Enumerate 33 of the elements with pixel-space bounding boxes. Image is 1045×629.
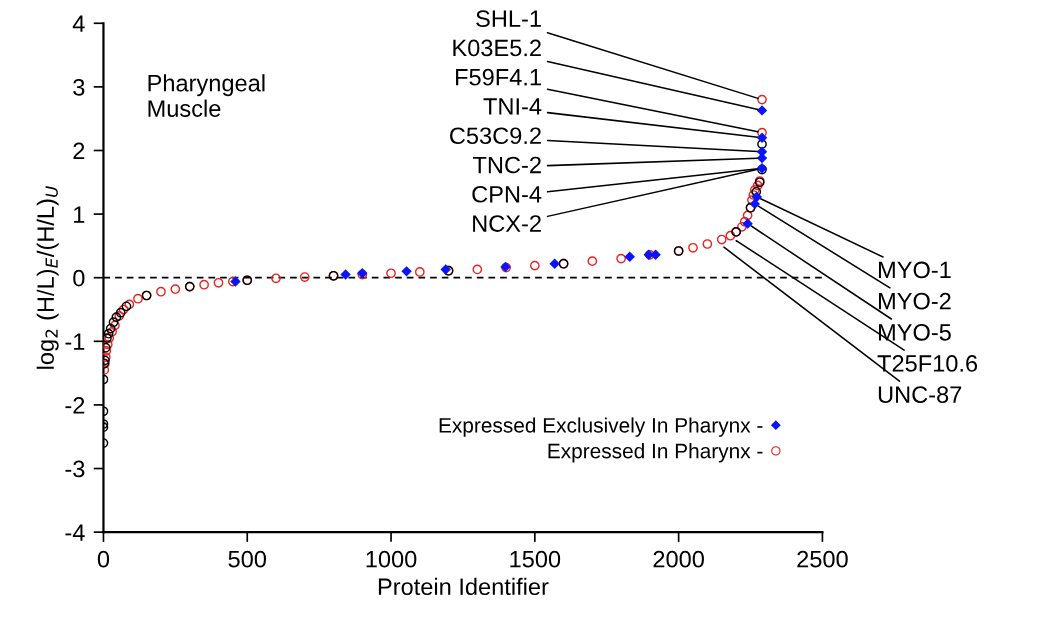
- x-tick-label: 2000: [653, 550, 704, 568]
- y-tick-label: -3: [65, 460, 85, 478]
- y-tick-label: -1: [65, 333, 85, 350]
- y-tick-label: 2: [73, 142, 85, 160]
- annotation: MYO-2: [878, 292, 951, 310]
- x-axis-title: Protein Identifier: [378, 577, 549, 596]
- annotation: K03E5.2: [453, 39, 541, 57]
- legend-label: Expressed Exclusively In Pharynx -: [439, 417, 763, 437]
- annotation: CPN-4: [472, 185, 542, 203]
- x-tick-label: 1000: [366, 550, 417, 568]
- y-tick-label: 1: [74, 206, 85, 223]
- annotation: C53C9.2: [450, 127, 541, 145]
- annotation: F59F4.1: [456, 68, 541, 86]
- x-tick-label: 1500: [510, 550, 561, 568]
- annotation: T25F10.6: [877, 355, 978, 372]
- annotation: UNC-87: [878, 386, 962, 403]
- y-tick-label: 0: [73, 269, 85, 287]
- y-tick-label: 3: [73, 78, 85, 96]
- legend-label: Expressed In Pharynx -: [548, 443, 763, 463]
- x-tick-label: 0: [97, 550, 110, 568]
- annotation: TNC-2: [473, 156, 541, 174]
- y-tick-label: -4: [65, 524, 85, 541]
- y-axis-title: log$_{2}$ (H/L)$_{E}$/(H/L)$_{U}$: [36, 186, 59, 369]
- annotation: MYO-5: [878, 323, 951, 341]
- annotation: TNI-4: [483, 98, 542, 115]
- y-tick-label: 4: [72, 15, 85, 32]
- annotation: SHL-1: [476, 10, 541, 28]
- annotation: MYO-1: [878, 261, 951, 279]
- x-tick-label: 500: [228, 550, 267, 568]
- annotation: Pharyngeal Muscle: [148, 74, 265, 117]
- annotation: NCX-2: [473, 215, 541, 232]
- x-tick-label: 2500: [797, 550, 848, 568]
- y-tick-label: -2: [65, 396, 85, 414]
